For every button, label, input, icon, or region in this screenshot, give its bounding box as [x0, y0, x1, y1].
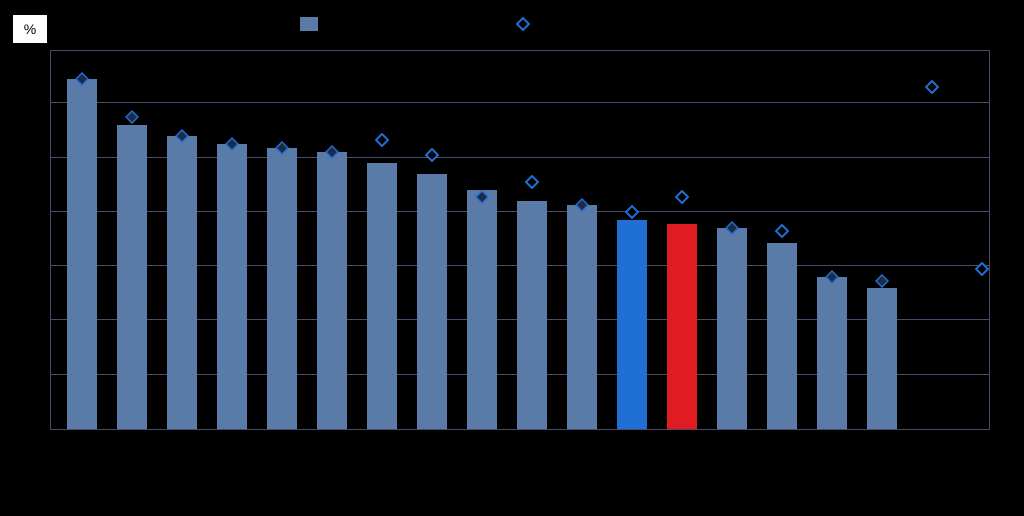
diamond-marker-icon: [525, 175, 539, 189]
bar: [867, 288, 897, 429]
bar: [267, 148, 297, 429]
diamond-marker-icon: [925, 80, 939, 94]
diamond-marker-icon: [775, 224, 789, 238]
bar: [467, 190, 497, 429]
bar: [217, 144, 247, 429]
chart-container: %: [0, 0, 1024, 516]
y-axis-unit-box: %: [12, 14, 48, 44]
diamond-marker-icon: [375, 133, 389, 147]
bar: [717, 228, 747, 429]
bar: [367, 163, 397, 429]
bar: [417, 174, 447, 429]
bar: [317, 152, 347, 429]
bar: [117, 125, 147, 429]
y-axis-unit-label: %: [24, 21, 36, 37]
bar: [767, 243, 797, 429]
legend-marker-icon: [516, 17, 530, 31]
legend-bar-swatch: [300, 17, 318, 31]
diamond-marker-icon: [875, 274, 889, 288]
diamond-marker-icon: [625, 205, 639, 219]
bar: [667, 224, 697, 429]
bar: [617, 220, 647, 429]
diamond-marker-icon: [125, 110, 139, 124]
diamond-marker-icon: [425, 148, 439, 162]
bar: [567, 205, 597, 429]
diamond-marker-icon: [675, 190, 689, 204]
legend-item-markers: [516, 17, 538, 31]
plot-area: [50, 50, 990, 430]
gridline: [51, 102, 989, 103]
bar: [67, 79, 97, 429]
bar: [167, 136, 197, 429]
legend-item-bars: [300, 17, 326, 31]
bar: [817, 277, 847, 429]
legend: [300, 12, 984, 36]
bar: [517, 201, 547, 429]
